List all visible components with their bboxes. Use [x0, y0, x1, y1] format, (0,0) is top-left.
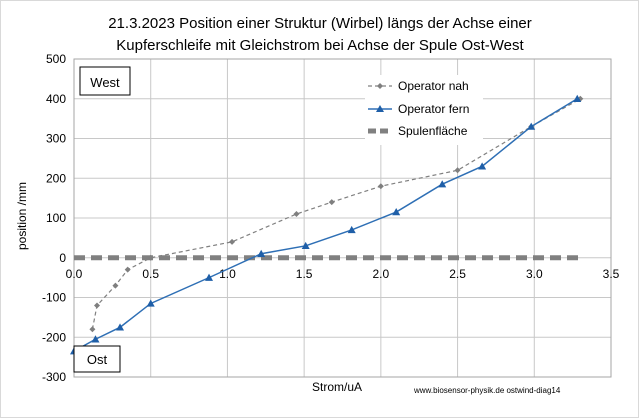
- x-tick-label: 1.0: [219, 267, 236, 281]
- point-operator-nah: [124, 266, 131, 273]
- point-operator-fern: [116, 323, 125, 331]
- point-operator-nah: [328, 199, 335, 206]
- point-operator-nah: [147, 254, 154, 261]
- legend-marker-operator-fern: [376, 105, 384, 112]
- y-tick-labels: 500 400 300 200 100 0 -100 -200 -300: [42, 52, 66, 384]
- y-tick-label: 400: [46, 92, 66, 106]
- x-tick-label: 0.5: [142, 267, 159, 281]
- y-tick-label: 300: [46, 132, 66, 146]
- point-operator-nah: [229, 238, 236, 245]
- point-operator-fern: [301, 241, 310, 250]
- chart-title-line2: Kupferschleife mit Gleichstrom bei Achse…: [116, 37, 524, 54]
- point-operator-nah: [454, 167, 461, 174]
- y-tick-label: 0: [59, 251, 66, 265]
- point-operator-nah: [293, 211, 300, 218]
- west-box: [79, 66, 131, 96]
- ost-label-box: Ost: [73, 345, 121, 373]
- y-axis-label: position /mm: [15, 182, 29, 250]
- x-tick-labels: 0.0 0.5 1.0 1.5 2.0 2.5 3.0 3.5: [66, 267, 620, 281]
- ost-label: Ost: [87, 352, 108, 367]
- plot-area: [73, 58, 612, 378]
- west-label-box: West: [79, 66, 131, 96]
- series-layer: [70, 94, 584, 355]
- point-operator-fern: [527, 122, 536, 130]
- plot-frame: [73, 58, 612, 378]
- x-tick-label: 1.5: [296, 267, 313, 281]
- x-tick-label: 2.0: [373, 267, 390, 281]
- point-operator-fern: [478, 162, 487, 170]
- point-operator-nah: [112, 282, 119, 289]
- credit-text: www.biosensor-physik.de ostwind-diag14: [413, 386, 561, 395]
- legend: Operator nah Operator fern Spulenfläche: [365, 75, 483, 145]
- legend-label-operator-nah: Operator nah: [398, 79, 469, 93]
- point-operator-fern: [438, 180, 447, 188]
- y-tick-label: -100: [42, 291, 66, 305]
- point-operator-nah: [89, 326, 96, 333]
- legend-marker-operator-nah: [377, 83, 383, 89]
- legend-label-operator-fern: Operator fern: [398, 102, 469, 116]
- y-tick-label: 200: [46, 171, 66, 185]
- x-tick-label: 2.5: [449, 267, 466, 281]
- point-operator-nah: [377, 183, 384, 190]
- x-tick-label: 3.5: [603, 267, 620, 281]
- x-tick-label: 0.0: [66, 267, 83, 281]
- y-tick-label: 100: [46, 211, 66, 225]
- point-operator-fern: [347, 225, 356, 234]
- legend-label-spulenflaeche: Spulenfläche: [398, 124, 468, 138]
- x-tick-label: 3.0: [526, 267, 543, 281]
- point-operator-fern: [91, 335, 100, 343]
- x-axis-label: Strom/uA: [312, 380, 362, 394]
- point-operator-fern: [205, 273, 214, 281]
- chart-title-line1: 21.3.2023 Position einer Struktur (Wirbe…: [108, 15, 532, 32]
- ost-box: [73, 345, 121, 373]
- point-operator-fern: [146, 299, 155, 307]
- y-tick-label: -200: [42, 330, 66, 344]
- y-tick-label: -300: [42, 370, 66, 384]
- point-operator-nah: [94, 302, 101, 309]
- y-tick-label: 500: [46, 52, 66, 66]
- point-operator-fern: [573, 94, 582, 102]
- west-label: West: [90, 75, 120, 90]
- point-operator-fern: [392, 208, 401, 216]
- point-operator-fern: [257, 249, 266, 257]
